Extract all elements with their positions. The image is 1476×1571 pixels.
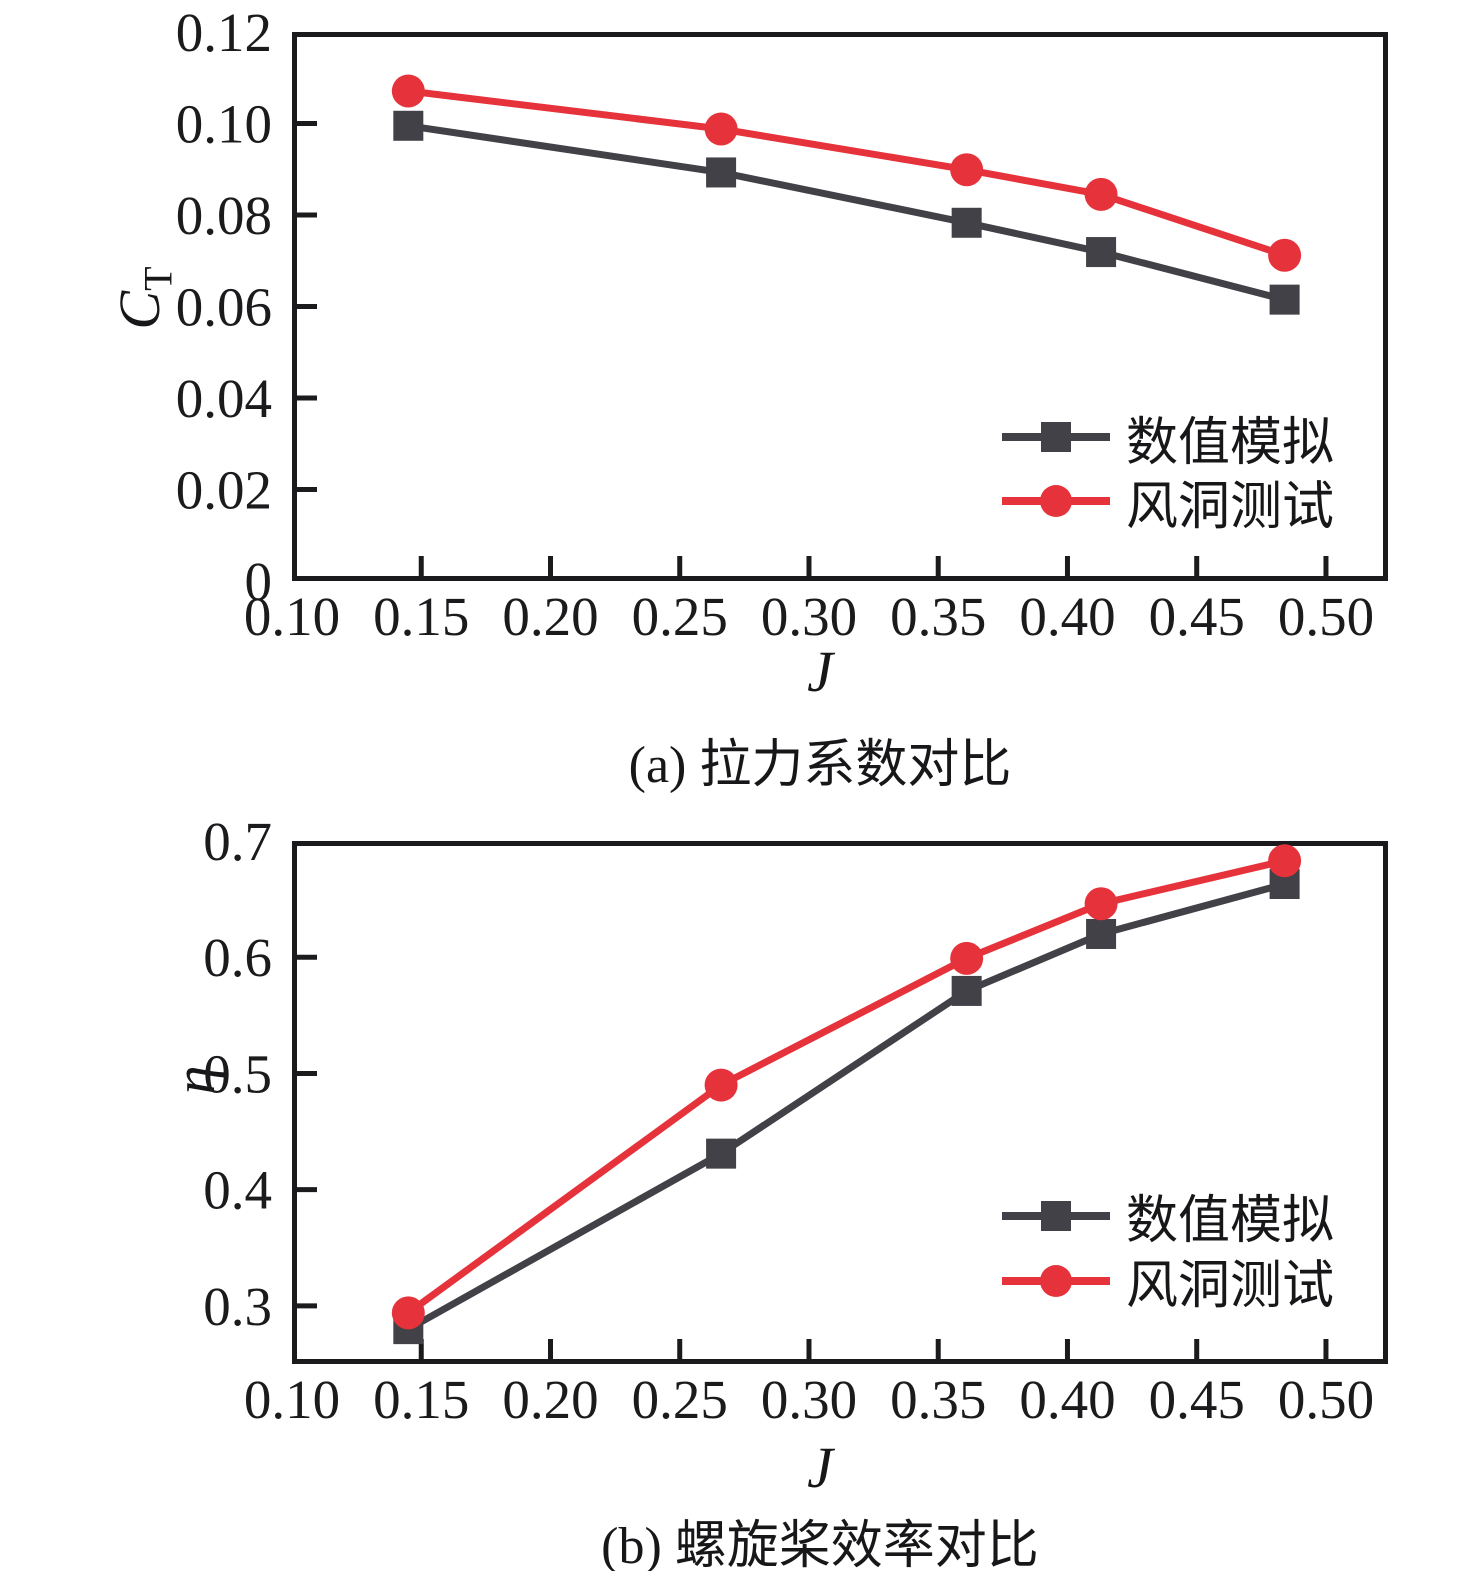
data-point-circle <box>1084 177 1118 211</box>
data-point-circle <box>704 112 738 146</box>
data-point-square <box>1086 237 1117 268</box>
y-tick-label: 0.04 <box>176 368 272 429</box>
data-point-circle <box>391 74 425 108</box>
y-tick-label: 0 <box>245 551 273 612</box>
legend-label-simulation: 数值模拟 <box>1126 414 1335 472</box>
legend-square-black <box>1041 1200 1071 1231</box>
x-tick-label: 0.15 <box>373 1369 469 1430</box>
caption-b: (b) 螺旋桨效率对比 <box>601 1518 1039 1571</box>
data-point-circle <box>950 153 984 187</box>
x-axis-label-b: J <box>807 1435 833 1500</box>
x-tick-label: 0.15 <box>373 586 469 647</box>
data-point-square <box>951 975 982 1006</box>
x-axis-label-a: J <box>807 639 833 704</box>
y-tick-label: 0.5 <box>203 1043 272 1104</box>
legend-item-wind-tunnel-a: 风洞测试 <box>1002 469 1334 536</box>
data-point-square <box>1086 918 1117 949</box>
x-tick-label: 0.40 <box>1019 1369 1115 1430</box>
y-tick-label: 0.08 <box>176 185 272 246</box>
y-tick-label: 0.06 <box>176 277 272 338</box>
y-tick-label: 0.7 <box>203 811 272 872</box>
x-tick-label: 0.50 <box>1278 586 1374 647</box>
legend-circle-red <box>1040 1264 1072 1297</box>
x-tick-label: 0.10 <box>244 1369 340 1430</box>
x-tick-label: 0.40 <box>1019 586 1115 647</box>
x-tick-label: 0.50 <box>1278 1369 1374 1430</box>
y-tick-label: 0.4 <box>203 1160 272 1221</box>
x-tick-label: 0.25 <box>632 586 728 647</box>
y-tick-label: 0.12 <box>176 2 272 63</box>
x-tick-label: 0.20 <box>502 1369 598 1430</box>
series-line-1 <box>407 87 1286 259</box>
plot-area-a: 0.10 0.15 0.20 0.25 0.30 0.35 0.40 0.45 0.50 0 0.0… <box>176 2 1388 647</box>
x-tick-label: 0.20 <box>502 586 598 647</box>
legend-item-simulation-b: 数值模拟 <box>1002 1183 1334 1250</box>
data-point-circle <box>950 941 984 975</box>
legend-circle-red <box>1040 485 1072 517</box>
x-tick-label: 0.25 <box>632 1369 728 1430</box>
data-point-square <box>706 157 737 188</box>
legend-label-wind-tunnel: 风洞测试 <box>1126 478 1335 536</box>
legend-circle-marker-icon <box>1002 484 1110 518</box>
y-tick-label: 0.10 <box>176 94 272 155</box>
legend-square-black <box>1041 422 1071 452</box>
x-tick-label: 0.35 <box>890 1369 986 1430</box>
y-axis-label-ct-sub: T <box>135 266 181 291</box>
legend-square-marker-icon <box>1002 420 1110 454</box>
data-point-square <box>393 110 424 141</box>
data-point-square <box>706 1138 737 1169</box>
legend-label-simulation: 数值模拟 <box>1126 1193 1335 1250</box>
legend-label-wind-tunnel: 风洞测试 <box>1126 1258 1335 1315</box>
y-tick-label: 0.02 <box>176 460 272 521</box>
legend-item-wind-tunnel-b: 风洞测试 <box>1002 1248 1334 1315</box>
legend-square-marker-icon <box>1002 1199 1110 1233</box>
caption-a: (a) 拉力系数对比 <box>628 737 1012 794</box>
plot-area-b: 0.10 0.15 0.20 0.25 0.30 0.35 0.40 0.45 0.50 0.3 0… <box>203 811 1388 1430</box>
legend-a: 数值模拟 风洞测试 <box>1002 405 1334 536</box>
plot-frame <box>292 32 1388 581</box>
data-point-circle <box>1268 844 1302 878</box>
y-axis-label-ct-main: C <box>107 290 172 330</box>
x-tick-label: 0.35 <box>890 586 986 647</box>
x-tick-label: 0.30 <box>761 1369 857 1430</box>
plot-frame <box>292 841 1388 1364</box>
y-tick-label: 0.3 <box>203 1276 272 1337</box>
legend-item-simulation-a: 数值模拟 <box>1002 405 1334 472</box>
x-tick-label: 0.10 <box>244 586 340 647</box>
legend-b: 数值模拟 风洞测试 <box>1002 1183 1334 1315</box>
data-point-circle <box>1268 238 1302 272</box>
x-tick-label: 0.30 <box>761 586 857 647</box>
legend-circle-marker-icon <box>1002 1264 1110 1298</box>
data-point-circle <box>391 1296 425 1330</box>
data-point-circle <box>1084 887 1118 921</box>
y-axis-label-ct: CT <box>100 238 181 358</box>
y-tick-label: 0.6 <box>203 927 272 988</box>
data-point-circle <box>704 1068 738 1102</box>
data-point-square <box>951 207 982 238</box>
x-tick-label: 0.45 <box>1149 586 1245 647</box>
x-tick-label: 0.45 <box>1149 1369 1245 1430</box>
data-point-square <box>1269 284 1300 315</box>
